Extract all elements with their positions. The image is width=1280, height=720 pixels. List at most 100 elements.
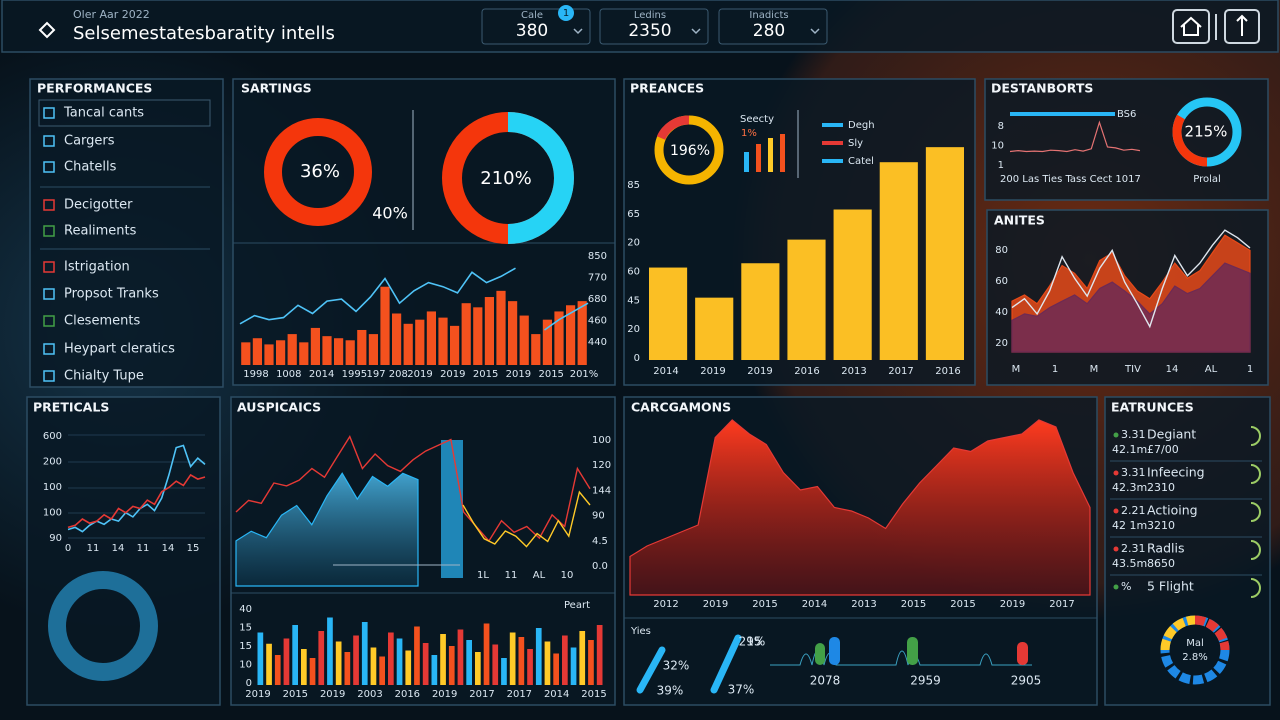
mini-title: Seecty [740, 114, 774, 125]
foot-title: Yies [630, 626, 651, 637]
menu-item[interactable]: Propsot Tranks [64, 287, 159, 302]
item-name[interactable]: Degiant [1147, 427, 1196, 442]
y-tick-label: 4.5 [592, 536, 608, 547]
y-tick-label: 200 [43, 457, 62, 468]
x-tick-label: 2015 [538, 369, 563, 380]
menu-item[interactable]: Realiments [64, 224, 137, 239]
y-tick-label: 20 [995, 338, 1008, 349]
x-tick-label: 2015 [283, 689, 308, 700]
donut-segment [1160, 615, 1196, 651]
y-tick-label: 850 [588, 251, 607, 262]
item-dot [1113, 508, 1119, 514]
x-tick-label: 2014 [653, 366, 678, 377]
menu-item[interactable]: Clesements [64, 314, 140, 329]
item-icon [43, 261, 55, 273]
bar [370, 647, 377, 685]
x-tick-label: 11 [87, 543, 100, 554]
panel-title: PRETICALS [33, 400, 109, 415]
menu-item[interactable]: Cargers [64, 134, 115, 149]
item-name[interactable]: Infeecing [1147, 465, 1205, 480]
item-dot [1113, 546, 1119, 552]
x-tick-label: 2015 [752, 599, 777, 610]
x-tick-label: 2019 [1000, 599, 1025, 610]
stat-box[interactable] [718, 8, 828, 45]
bar [431, 655, 438, 685]
bar [353, 635, 359, 685]
x-tick-label: 1995 [342, 369, 367, 380]
item-dot [1113, 470, 1119, 476]
mini-value: 1% [741, 128, 757, 139]
home-button[interactable] [1172, 9, 1210, 44]
dropdown-icon [573, 28, 583, 35]
x-tick-label: 2019 [432, 689, 457, 700]
x-tick-label: AL [1205, 364, 1218, 375]
bar [833, 209, 872, 360]
x-tick-label: 14 [112, 543, 125, 554]
bar [310, 327, 320, 365]
status-arc [1250, 540, 1261, 560]
bump [815, 643, 825, 665]
bar [527, 649, 533, 685]
item-name[interactable]: 5 Flight [1147, 579, 1194, 594]
legend-label: Sly [848, 138, 863, 149]
bar [457, 629, 464, 685]
line [1011, 229, 1251, 329]
pill [636, 646, 666, 694]
donut-segment [507, 112, 574, 244]
status-arc [1250, 578, 1261, 598]
item-name[interactable]: Radlis [1147, 541, 1184, 556]
item-dot [1113, 432, 1119, 438]
line [235, 435, 591, 543]
bar [483, 623, 490, 685]
bar [466, 640, 472, 685]
item-sub: 43.5m [1112, 557, 1147, 570]
y-tick-label: 0.0 [592, 561, 608, 572]
item-icon [43, 288, 55, 300]
bar [368, 334, 378, 365]
y-tick-label: 10 [991, 141, 1004, 152]
menu-item[interactable]: Tancal cants [63, 106, 144, 121]
up-button[interactable] [1224, 9, 1260, 44]
badge [558, 5, 574, 21]
mini-bar [756, 144, 761, 172]
x-tick-label: 2019 [320, 689, 345, 700]
y-tick-label: 0 [246, 678, 252, 689]
y-tick-label: 100 [43, 482, 62, 493]
y-tick-label: 100 [43, 508, 62, 519]
menu-item[interactable]: Heypart cleratics [64, 342, 175, 357]
line [67, 473, 206, 529]
x-tick-label: 15 [187, 543, 200, 554]
x-tick-label: 2019 [703, 599, 728, 610]
dropdown-icon [810, 28, 820, 35]
menu-item[interactable]: Chialty Tupe [64, 369, 144, 384]
x-tick-label: 2013 [841, 366, 866, 377]
menu-item[interactable]: Chatells [64, 160, 117, 175]
x-tick-label: M [1012, 364, 1021, 375]
bar [414, 626, 420, 685]
bar [577, 301, 587, 365]
bar [501, 658, 507, 685]
x-tick-label: 1 [1247, 364, 1253, 375]
status-arc [1250, 426, 1261, 446]
x-tick-label: 2015 [581, 689, 606, 700]
bar [264, 344, 274, 365]
x-tick-label: 1 [1052, 364, 1058, 375]
bar [361, 622, 368, 685]
x-tick-label: 2019 [700, 366, 725, 377]
x-tick-label: 2019 [407, 369, 432, 380]
x-tick-label: 2017 [1049, 599, 1074, 610]
stat-box[interactable] [599, 8, 709, 45]
y-tick-label: 100 [592, 435, 611, 446]
menu-item[interactable]: Decigotter [64, 198, 133, 213]
donut-segment [1172, 114, 1208, 167]
y-tick-label: 90 [592, 511, 605, 522]
stat-value: 2350 [628, 21, 671, 41]
note: 40% [372, 204, 408, 223]
panel [1104, 396, 1271, 706]
item-icon [43, 161, 55, 173]
menu-item[interactable]: Istrigation [64, 260, 130, 275]
item-name[interactable]: Actioing [1147, 503, 1198, 518]
bar [301, 649, 307, 685]
y-tick-label: 20 [627, 324, 640, 335]
